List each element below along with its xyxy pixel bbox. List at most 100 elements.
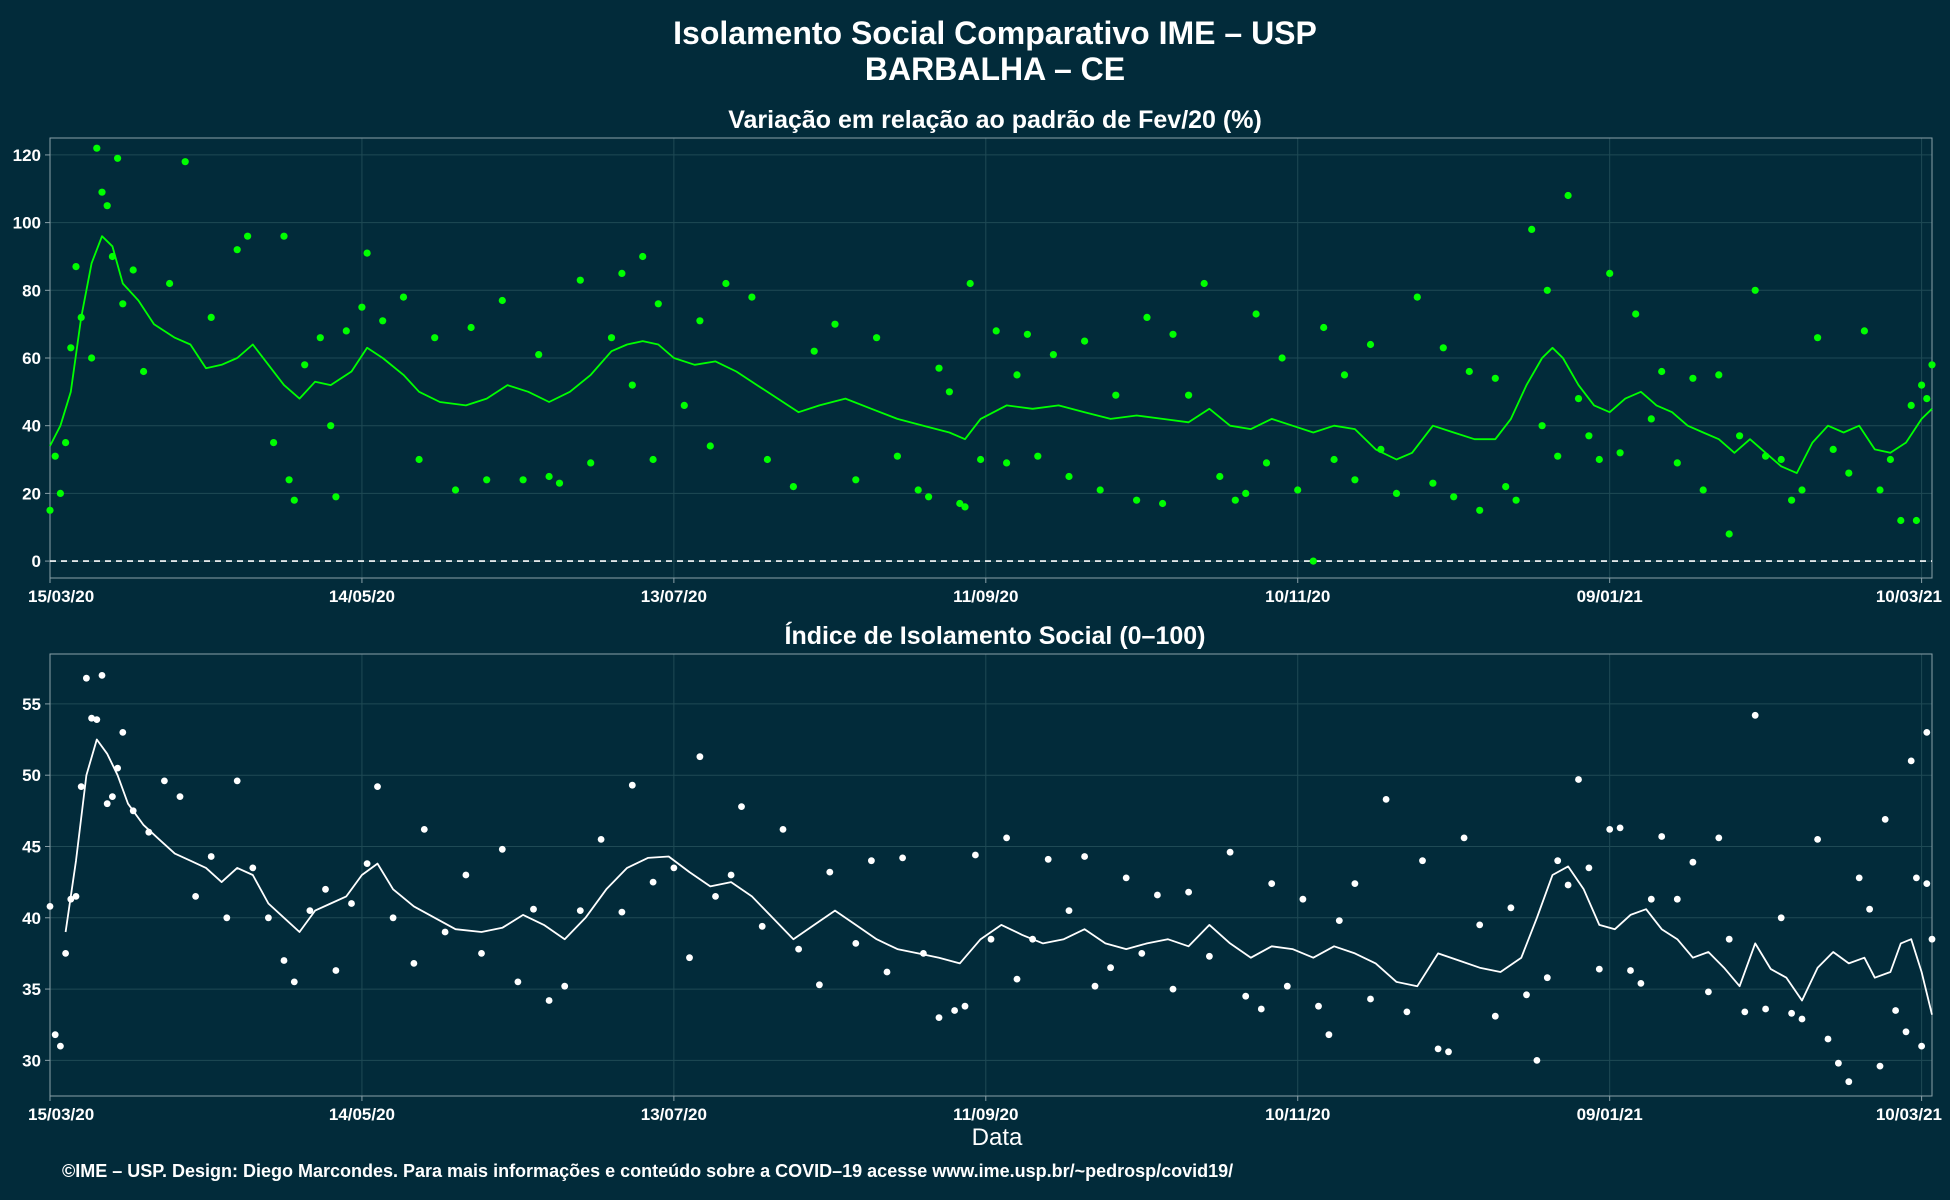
x-tick-label: 15/03/20 <box>28 1105 94 1124</box>
x-tick-label: 09/01/21 <box>1577 1105 1643 1124</box>
index-data-point <box>332 967 340 974</box>
x-tick-label: 14/05/20 <box>329 1105 395 1124</box>
variation-data-point <box>181 158 189 166</box>
variation-data-point <box>399 293 408 301</box>
panel-variation-title: Variação em relação ao padrão de Fev/20 … <box>728 106 1262 134</box>
index-data-point <box>223 914 231 922</box>
index-data-point <box>597 836 605 843</box>
variation-data-point <box>1860 327 1868 335</box>
variation-data-point <box>628 381 636 389</box>
index-data-point <box>1206 952 1213 960</box>
variation-data-point <box>789 483 798 491</box>
index-data-point <box>1866 905 1873 913</box>
index-data-point <box>1637 980 1645 987</box>
variation-data-point <box>1465 367 1473 376</box>
variation-data-point <box>1252 310 1260 318</box>
y-tick-label: 30 <box>22 1051 41 1070</box>
index-data-point <box>363 860 371 867</box>
index-data-point <box>1928 935 1936 943</box>
index-data-point <box>1351 880 1359 887</box>
variation-data-point <box>1829 445 1837 453</box>
variation-data-point <box>966 279 974 288</box>
variation-data-point <box>935 364 943 372</box>
index-data-point <box>145 828 153 836</box>
variation-data-point <box>576 276 584 284</box>
variation-data-point <box>1538 422 1546 430</box>
index-data-point <box>1907 757 1915 765</box>
index-data-point <box>1585 864 1593 872</box>
index-data-point <box>374 783 381 790</box>
panel-index-title: Índice de Isolamento Social (0–100) <box>785 621 1206 650</box>
variation-moving-average-line <box>49 235 1933 475</box>
index-data-point <box>1595 965 1603 973</box>
variation-data-point <box>1585 432 1593 440</box>
index-data-point <box>1824 1035 1832 1043</box>
index-data-point <box>1715 834 1723 842</box>
variation-data-point <box>1320 323 1328 332</box>
panel-index: Índice de Isolamento Social (0–100) 30 35… <box>22 621 1942 1124</box>
index-data-point <box>1107 964 1114 972</box>
variation-data-point <box>1185 391 1193 399</box>
index-data-point <box>935 1014 943 1021</box>
variation-data-point <box>77 313 85 321</box>
index-data-point <box>576 907 584 914</box>
variation-data-point <box>696 317 704 325</box>
index-data-point <box>670 864 678 872</box>
variation-data-point <box>1918 381 1926 389</box>
index-data-point <box>1242 992 1250 1000</box>
index-data-point <box>779 826 787 833</box>
y-tick-label: 120 <box>13 146 41 165</box>
variation-data-point <box>914 486 922 494</box>
index-data-point <box>1835 1059 1842 1067</box>
index-data-point <box>1741 1008 1749 1016</box>
variation-data-point <box>961 503 969 511</box>
variation-data-point <box>1351 476 1359 484</box>
index-data-point <box>1299 895 1307 903</box>
index-data-point <box>1081 853 1088 860</box>
footer-credit: ©IME – USP. Design: Diego Marcondes. Par… <box>62 1161 1233 1181</box>
index-data-point <box>1138 950 1146 957</box>
x-tick-label: 13/07/20 <box>641 587 707 606</box>
index-data-point <box>1627 967 1634 974</box>
variation-data-point <box>977 455 985 464</box>
variation-data-point <box>722 279 730 288</box>
variation-data-point <box>46 506 54 514</box>
variation-data-point <box>519 476 527 484</box>
index-data-point <box>1855 874 1863 882</box>
variation-data-point <box>270 439 278 447</box>
variation-data-point <box>1392 489 1401 497</box>
index-data-point <box>1762 1005 1769 1013</box>
index-data-point <box>67 895 75 903</box>
x-tick-label: 15/03/20 <box>28 587 94 606</box>
index-data-point <box>498 845 506 853</box>
y-tick-label: 0 <box>32 552 41 571</box>
variation-data-point <box>207 313 215 321</box>
index-data-point <box>1154 891 1161 899</box>
index-data-point <box>628 781 636 789</box>
index-data-point <box>1169 985 1177 993</box>
index-data-point <box>1476 921 1484 929</box>
variation-data-point <box>1798 486 1806 494</box>
variation-data-point <box>1673 459 1681 467</box>
index-data-point <box>1554 857 1562 865</box>
index-data-point <box>410 960 418 967</box>
index-data-point <box>1029 935 1036 943</box>
variation-data-point <box>342 327 350 335</box>
variation-data-point <box>706 442 714 450</box>
variation-data-point <box>1278 354 1286 362</box>
chart-location-subtitle: BARBALHA – CE <box>865 51 1125 87</box>
index-data-point <box>207 853 215 860</box>
variation-data-point <box>1564 191 1572 200</box>
index-data-point <box>1335 917 1343 924</box>
variation-data-point <box>1736 432 1744 440</box>
index-data-point <box>961 1002 969 1010</box>
index-data-point <box>1283 982 1291 990</box>
variation-data-point <box>431 334 439 342</box>
variation-data-point <box>1512 496 1520 504</box>
variation-data-point <box>1715 371 1723 379</box>
index-data-point <box>795 945 802 953</box>
index-data-point <box>348 900 355 907</box>
variation-data-point <box>945 388 954 396</box>
variation-data-point <box>1502 483 1510 491</box>
